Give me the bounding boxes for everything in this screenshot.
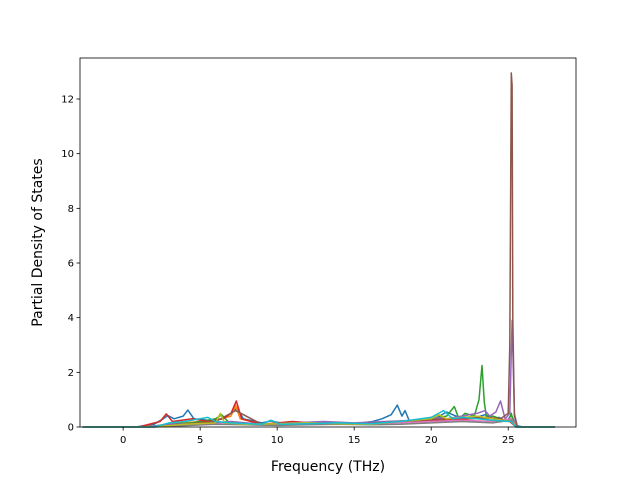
- y-tick-label: 0: [68, 423, 74, 434]
- series-layer: [82, 72, 556, 428]
- x-tick-label: 15: [348, 435, 361, 446]
- x-axis-label: Frequency (THz): [271, 459, 385, 475]
- y-tick-label: 6: [68, 259, 74, 270]
- x-tick-label: 0: [120, 435, 126, 446]
- x-tick-label: 10: [271, 435, 284, 446]
- x-tick-label: 25: [502, 435, 515, 446]
- y-axis: 0 2 4 6 8 10 12: [61, 95, 80, 434]
- series-line-10: [82, 409, 556, 428]
- y-tick-label: 8: [68, 204, 74, 215]
- y-tick-label: 10: [61, 149, 74, 160]
- y-tick-label: 4: [68, 313, 74, 324]
- y-tick-label: 2: [68, 368, 74, 379]
- x-tick-label: 5: [197, 435, 203, 446]
- x-axis: 0 5 10 15 20 25: [120, 427, 515, 446]
- x-tick-label: 20: [425, 435, 438, 446]
- y-tick-label: 12: [61, 95, 74, 106]
- y-axis-label: Partial Density of States: [30, 158, 46, 326]
- plot-frame: [79, 57, 577, 428]
